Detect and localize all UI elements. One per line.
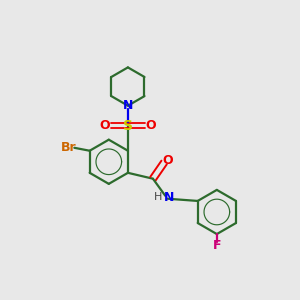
Text: H: H	[154, 192, 162, 202]
Text: N: N	[123, 99, 133, 112]
Text: O: O	[146, 119, 156, 132]
Text: S: S	[123, 119, 133, 133]
Text: N: N	[164, 191, 174, 204]
Text: F: F	[213, 239, 221, 252]
Text: Br: Br	[61, 141, 77, 154]
Text: O: O	[162, 154, 173, 167]
Text: O: O	[100, 119, 110, 132]
